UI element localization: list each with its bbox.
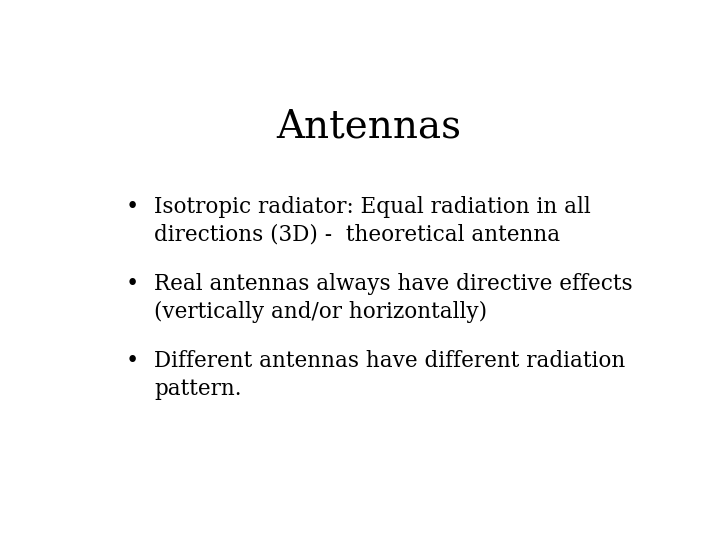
Text: Real antennas always have directive effects
(vertically and/or horizontally): Real antennas always have directive effe… — [154, 273, 633, 323]
Text: •: • — [125, 273, 138, 295]
Text: •: • — [125, 349, 138, 372]
Text: Different antennas have different radiation
pattern.: Different antennas have different radiat… — [154, 349, 626, 400]
Text: Antennas: Antennas — [276, 109, 462, 145]
Text: •: • — [125, 196, 138, 218]
Text: Isotropic radiator: Equal radiation in all
directions (3D) -  theoretical antenn: Isotropic radiator: Equal radiation in a… — [154, 196, 591, 246]
